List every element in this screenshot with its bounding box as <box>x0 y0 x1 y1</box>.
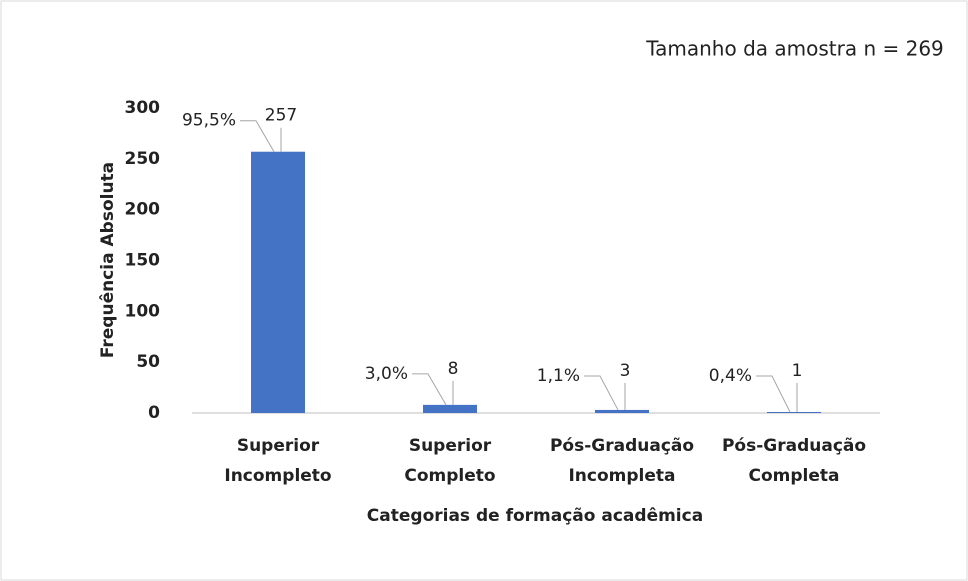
x-tick-label: Superior <box>237 436 320 456</box>
percentage-leader <box>240 120 275 152</box>
bar <box>251 151 305 413</box>
value-label: 8 <box>448 359 459 379</box>
percentage-label: 1,1% <box>537 366 580 386</box>
annotation: Tamanho da amostra n = 269 <box>645 37 944 61</box>
bar <box>595 409 649 413</box>
x-tick-label: Incompleta <box>568 466 675 486</box>
y-tick-label: 250 <box>125 149 161 169</box>
y-tick-label: 300 <box>125 98 161 118</box>
x-tick-label: Incompleto <box>224 466 331 486</box>
value-label: 3 <box>620 361 631 381</box>
value-label: 1 <box>792 361 803 381</box>
percentage-leader <box>756 375 791 413</box>
percentage-label: 3,0% <box>365 364 408 384</box>
y-tick-label: 100 <box>125 301 161 321</box>
x-tick-label: Completo <box>404 466 495 486</box>
y-tick-label: 200 <box>125 200 161 220</box>
bar <box>423 404 477 413</box>
y-axis-title: Frequência Absoluta <box>98 162 118 358</box>
y-tick-label: 0 <box>148 403 160 423</box>
percentage-label: 95,5% <box>182 111 236 131</box>
x-tick-label: Superior <box>409 436 492 456</box>
y-tick-label: 150 <box>125 251 161 271</box>
value-label: 257 <box>265 106 297 126</box>
x-tick-label: Completa <box>749 466 840 486</box>
percentage-leader <box>584 375 619 411</box>
y-tick-label: 50 <box>136 352 160 372</box>
x-tick-label: Pós-Graduação <box>722 436 866 456</box>
x-axis-title: Categorias de formação acadêmica <box>367 506 703 526</box>
bar <box>767 411 821 413</box>
percentage-label: 0,4% <box>709 366 752 386</box>
percentage-leader <box>412 373 447 406</box>
x-tick-label: Pós-Graduação <box>550 436 694 456</box>
